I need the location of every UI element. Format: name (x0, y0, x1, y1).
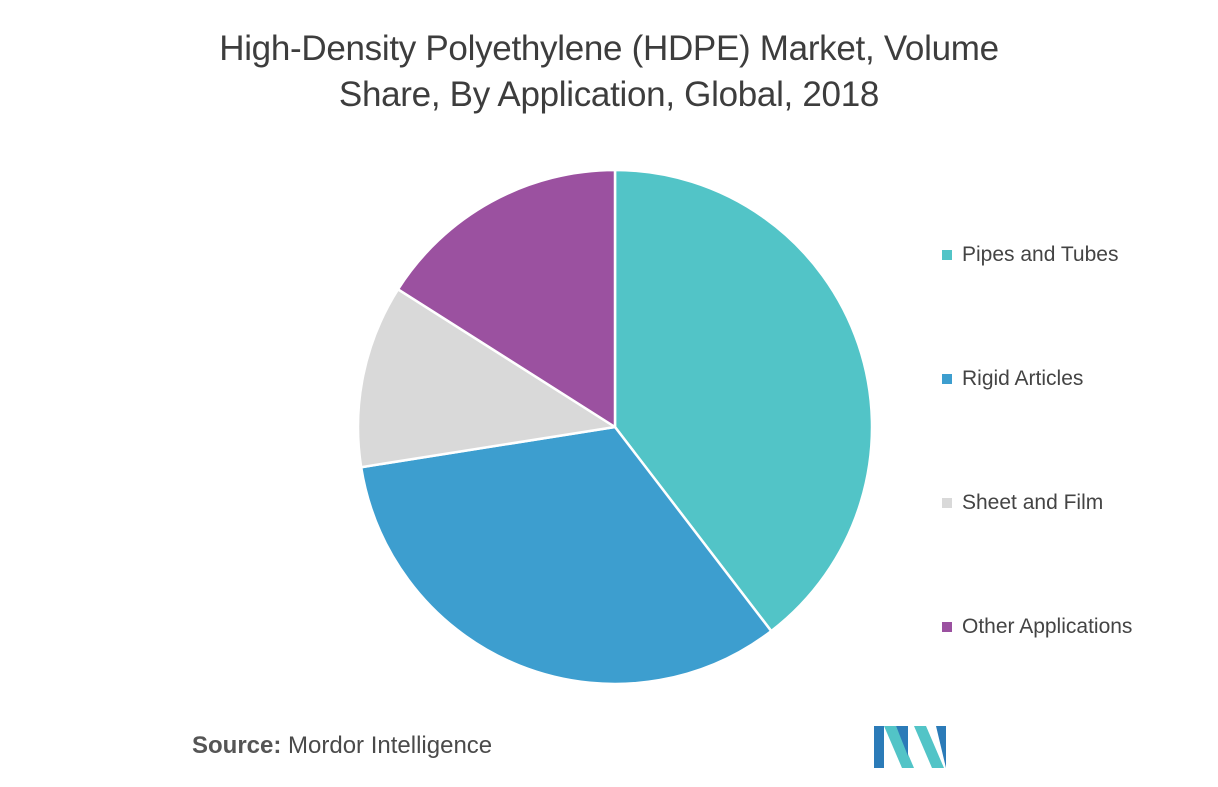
chart-title-line-2: Share, By Application, Global, 2018 (338, 75, 880, 114)
pie-slice-sheet-and-film (356, 288, 617, 469)
legend-item-sheet-and-film: Sheet and Film (942, 488, 1103, 518)
chart-title: High-Density Polyethylene (HDPE) Market,… (0, 26, 1218, 118)
legend-swatch-pipes-and-tubes (942, 250, 952, 260)
legend-label-rigid-articles: Rigid Articles (962, 367, 1084, 390)
pie-slice-rigid-articles (359, 425, 773, 686)
legend-label-other-applications: Other Applications (962, 615, 1133, 638)
pie-slice-other-applications (396, 168, 617, 429)
pie-slice-pipes-and-tubes (613, 168, 874, 633)
logo-bar-mid (896, 726, 908, 756)
logo-bar-right (936, 726, 946, 768)
logo-diagonal-1 (884, 726, 914, 768)
pie-chart (356, 168, 874, 686)
source-label: Source: (192, 732, 282, 759)
legend-item-pipes-and-tubes: Pipes and Tubes (942, 240, 1118, 270)
legend-swatch-sheet-and-film (942, 498, 952, 508)
mordor-intelligence-logo (874, 726, 946, 768)
legend-swatch-other-applications (942, 622, 952, 632)
source-note: Source: Mordor Intelligence (192, 732, 492, 760)
legend-item-other-applications: Other Applications (942, 612, 1132, 642)
chart-title-line-1: High-Density Polyethylene (HDPE) Market,… (219, 29, 999, 68)
logo-bar-left (874, 726, 884, 768)
legend-swatch-rigid-articles (942, 374, 952, 384)
legend-label-pipes-and-tubes: Pipes and Tubes (962, 243, 1119, 266)
legend-label-sheet-and-film: Sheet and Film (962, 491, 1104, 514)
source-text: Mordor Intelligence (288, 732, 493, 759)
logo-diagonal-2 (914, 726, 944, 768)
legend-item-rigid-articles: Rigid Articles (942, 364, 1083, 394)
